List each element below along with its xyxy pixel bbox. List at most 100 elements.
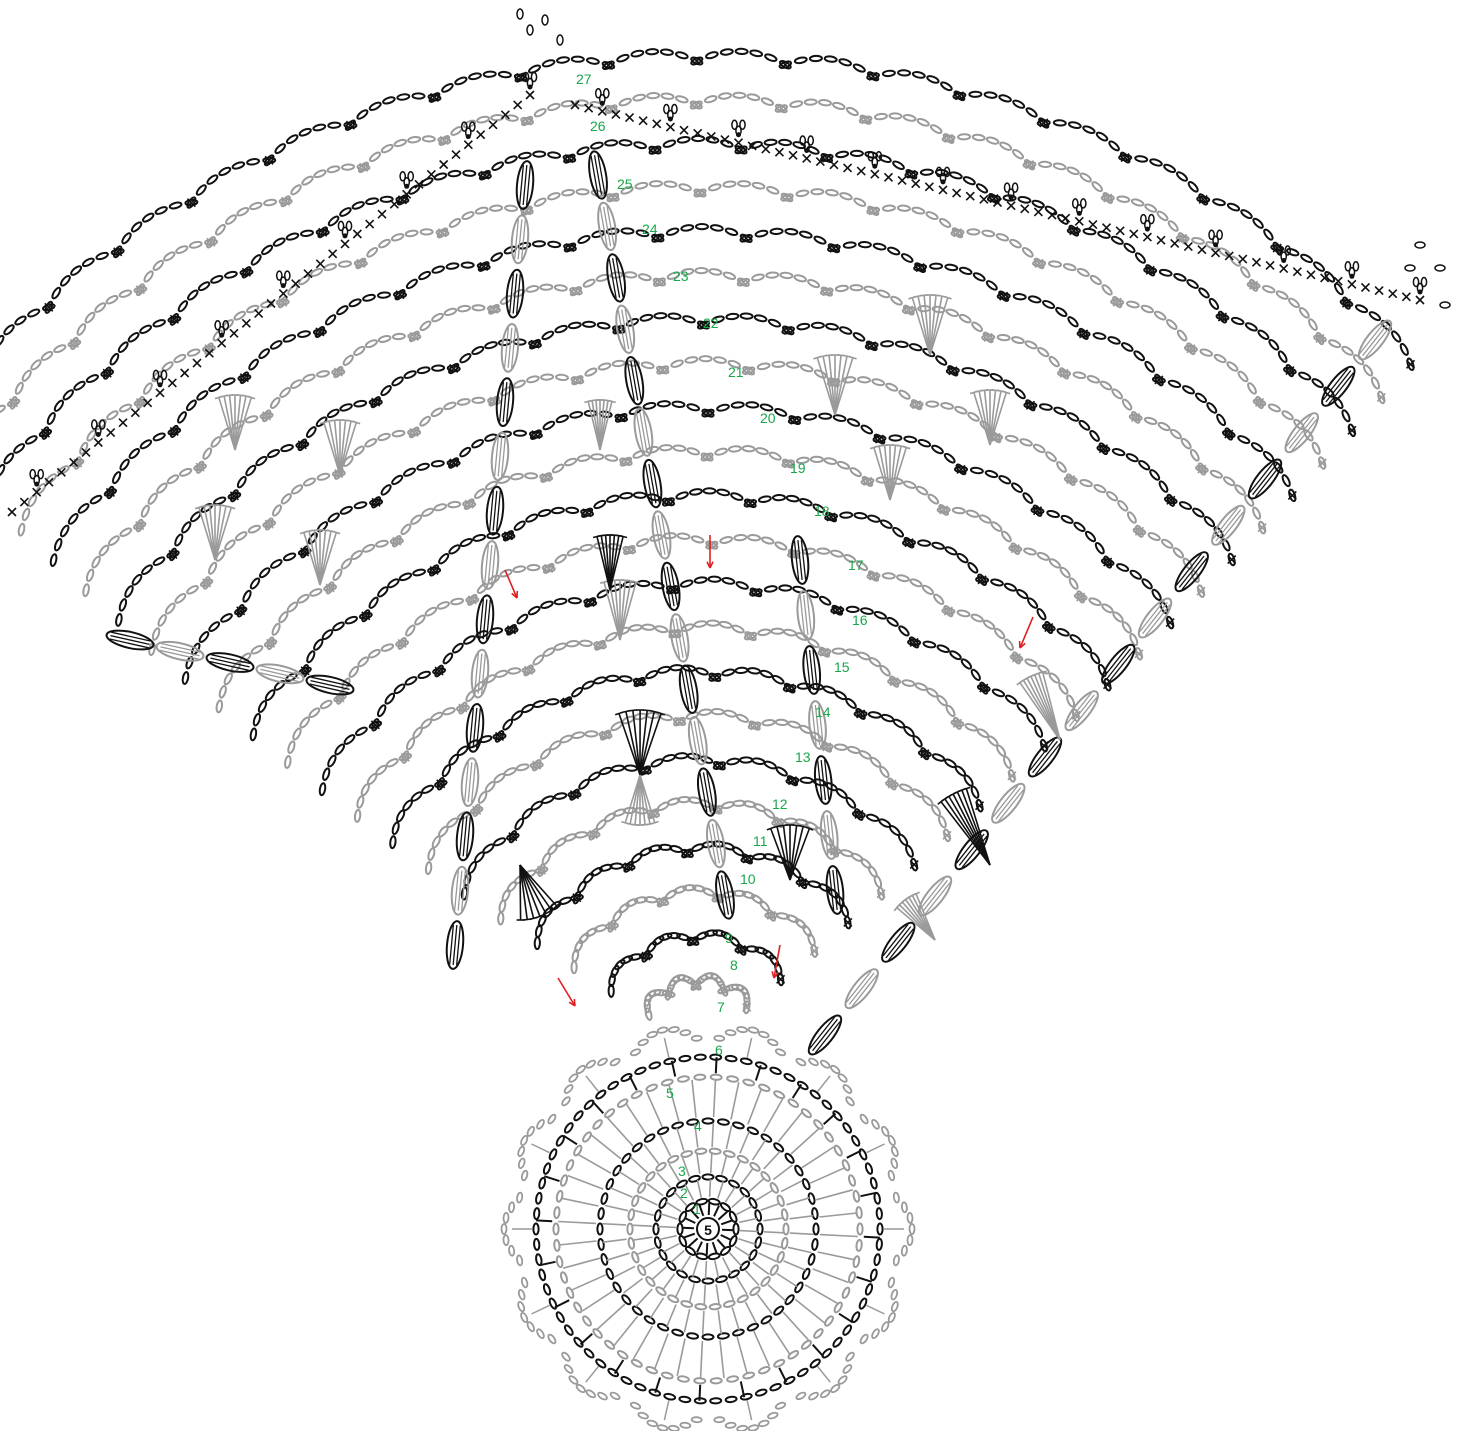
chain-stitch	[784, 1294, 795, 1306]
stitch-post	[820, 1235, 858, 1237]
chain-stitch	[187, 289, 199, 301]
chain-stitch	[174, 593, 187, 605]
chain-stitch	[819, 595, 832, 606]
chain-stitch	[195, 184, 207, 196]
chain-stitch	[182, 672, 189, 685]
edge-cross	[1307, 271, 1315, 279]
chain-stitch	[560, 1174, 568, 1186]
chain-stitch	[631, 1305, 643, 1316]
petal-post	[586, 1367, 599, 1383]
chain-stitch	[380, 385, 392, 397]
picot-chain	[647, 1420, 658, 1428]
stitch-post	[758, 1294, 773, 1313]
edge-cross	[329, 250, 337, 258]
chain-stitch	[431, 407, 444, 418]
chain-stitch	[557, 57, 570, 64]
chain-stitch	[636, 538, 649, 548]
chain-stitch	[317, 370, 330, 377]
chain-stitch	[434, 503, 447, 511]
chain-stitch	[823, 685, 836, 694]
chain-stitch	[727, 1376, 739, 1383]
slip-stitch-dot	[1145, 227, 1150, 232]
chain-stitch	[485, 480, 498, 491]
picot-chain	[714, 1417, 724, 1423]
stitch-post	[699, 1385, 700, 1401]
chain-stitch	[417, 463, 430, 471]
chain-stitch	[826, 323, 839, 330]
chain-stitch	[1101, 603, 1114, 614]
chain-stitch	[245, 464, 257, 476]
chain-stitch	[0, 335, 5, 348]
chain-stitch	[521, 703, 534, 713]
chain-stitch	[621, 1294, 632, 1306]
edge-cross	[762, 145, 770, 153]
chain-stitch	[30, 359, 42, 371]
chain-stitch	[1268, 339, 1280, 351]
chain-stitch	[1045, 451, 1058, 463]
chain-stitch	[932, 753, 945, 762]
chain-stitch	[1067, 316, 1079, 328]
stitch-post	[756, 1190, 773, 1200]
chain-stitch	[761, 536, 774, 544]
chain-stitch	[958, 134, 970, 140]
cluster-post	[498, 436, 502, 476]
chain-stitch	[153, 556, 166, 567]
chain-stitch	[250, 728, 257, 741]
chain-stitch	[604, 1108, 616, 1119]
chain-stitch	[319, 783, 326, 796]
chain-stitch	[612, 360, 625, 367]
chain-stitch	[404, 676, 417, 686]
stitch-post	[764, 1099, 783, 1132]
stitch-post	[607, 1118, 633, 1146]
shell-post	[890, 446, 901, 500]
chain-stitch	[1186, 279, 1199, 290]
stitch-post	[722, 1230, 734, 1231]
chain-stitch	[1154, 310, 1167, 321]
picot-chain	[575, 1064, 586, 1074]
chain-stitch	[1082, 125, 1095, 134]
chain-stitch	[773, 1358, 785, 1368]
chain-stitch	[1368, 311, 1381, 322]
chain-stitch	[793, 586, 806, 594]
stitch-post	[716, 1284, 719, 1304]
chain-stitch	[752, 273, 765, 281]
cluster-group	[613, 304, 637, 354]
row-number-20: 20	[760, 410, 776, 426]
stitch-post	[568, 1176, 604, 1190]
stitch-post	[581, 1334, 593, 1345]
chain-stitch	[538, 1269, 546, 1281]
chain-stitch	[1024, 658, 1037, 667]
chain-stitch	[281, 444, 294, 452]
chain-stitch	[935, 355, 948, 366]
chain-stitch	[90, 494, 103, 505]
chain-stitch	[220, 613, 233, 624]
chain-stitch	[506, 880, 518, 893]
chain-stitch	[320, 699, 333, 709]
chain-stitch	[694, 1074, 705, 1080]
shell-post	[329, 421, 340, 475]
chain-stitch	[774, 408, 787, 418]
cluster-group	[495, 377, 515, 426]
chain-stitch	[185, 399, 197, 411]
chain-stitch	[727, 758, 740, 766]
chain-stitch	[332, 568, 343, 581]
edge-cross	[452, 151, 460, 159]
edge-cross	[131, 409, 139, 417]
slip-stitch-dot	[668, 117, 673, 122]
cluster-post	[473, 708, 477, 748]
chain-stitch	[1108, 336, 1121, 345]
chain-stitch	[937, 644, 950, 653]
edge-cross	[1062, 214, 1070, 222]
chain-stitch	[410, 791, 423, 803]
chain-stitch	[472, 398, 484, 403]
chain-stitch	[736, 581, 749, 590]
chain-stitch	[572, 56, 584, 62]
chain-stitch	[677, 136, 690, 143]
cluster-group	[1244, 455, 1286, 503]
chain-stitch	[664, 1393, 676, 1401]
stitch-post	[619, 1172, 639, 1185]
chain-stitch	[812, 1239, 819, 1251]
cluster-group	[659, 561, 683, 611]
chain-stitch	[573, 1301, 583, 1313]
chain-stitch	[534, 1208, 540, 1219]
